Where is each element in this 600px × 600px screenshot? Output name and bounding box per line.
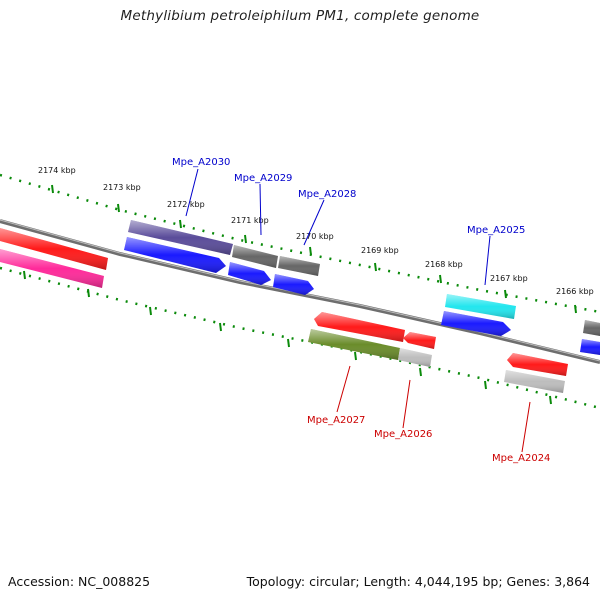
reverse-gene-label-2: Mpe_A2024 xyxy=(492,453,550,464)
gene-mpe-a2026-gray[interactable] xyxy=(398,348,432,367)
gene-mpe-a2028[interactable] xyxy=(278,256,320,276)
tick-label-2: 2172 kbp xyxy=(167,200,205,209)
reverse-leader-2 xyxy=(521,401,531,453)
map-title: Methylibium petroleiphilum PM1, complete… xyxy=(120,8,480,24)
tick-label-0: 2174 kbp xyxy=(38,166,76,175)
gene-gray-right-shade xyxy=(583,320,600,336)
outer-tick-1 xyxy=(117,203,120,213)
forward-gene-label-0: Mpe_A2030 xyxy=(172,157,230,168)
forward-leader-1 xyxy=(259,183,262,236)
gene-mpe-a2030[interactable] xyxy=(128,220,233,255)
gene-mpe-a2027[interactable] xyxy=(314,312,405,342)
outer-tick-5 xyxy=(374,262,377,272)
outer-tick-0 xyxy=(51,184,54,194)
gene-green[interactable] xyxy=(308,329,400,360)
gene-blue-b[interactable] xyxy=(228,262,271,285)
gene-red-left-a-shade xyxy=(0,228,108,270)
reverse-gene-label-0: Mpe_A2027 xyxy=(307,415,365,426)
gene-blue-d-shade xyxy=(441,311,511,336)
outer-tick-4 xyxy=(309,246,312,256)
tick-marks xyxy=(23,184,577,405)
inner-tick-4 xyxy=(287,338,290,348)
gene-mpe-a2029-shade xyxy=(232,245,278,268)
gene-mpe-a2027-shade xyxy=(314,312,405,342)
reverse-leader-0 xyxy=(336,365,351,413)
inner-tick-7 xyxy=(484,380,487,390)
gene-gray-right[interactable] xyxy=(583,320,600,336)
outer-tick-8 xyxy=(574,304,577,314)
gene-labels: Mpe_A2030 Mpe_A2029 Mpe_A2028 Mpe_A2025 Mpe_… xyxy=(172,157,550,464)
gene-mpe-a2029[interactable] xyxy=(232,245,278,268)
tick-label-8: 2166 kbp xyxy=(556,287,594,296)
gene-mpe-a2024-gray-shade xyxy=(504,370,565,393)
inner-tick-2 xyxy=(149,306,152,316)
outer-tick-2 xyxy=(179,219,182,229)
forward-gene-label-1: Mpe_A2029 xyxy=(234,173,292,184)
gene-blue-d[interactable] xyxy=(441,311,511,336)
gene-mpe-a2028-shade xyxy=(278,256,320,276)
outer-tick-3 xyxy=(244,234,247,244)
genes xyxy=(0,220,600,393)
forward-leader-0 xyxy=(185,168,199,217)
outer-tick-6 xyxy=(439,274,442,284)
tick-label-1: 2173 kbp xyxy=(103,183,141,192)
gene-mpe-a2026-gray-shade xyxy=(398,348,432,367)
topology-text: Topology: circular; Length: 4,044,195 bp… xyxy=(246,574,590,589)
tick-label-3: 2171 kbp xyxy=(231,216,269,225)
tick-labels: 2174 kbp 2173 kbp 2172 kbp 2171 kbp 2170 kbp… xyxy=(38,166,594,296)
gene-blue-b-shade xyxy=(228,262,271,285)
gene-mpe-a2026-red-shade xyxy=(403,332,436,349)
forward-leader-3 xyxy=(484,235,491,286)
gene-mpe-a2025-shade xyxy=(445,294,516,319)
gene-pink-left-shade xyxy=(0,249,104,288)
gene-mpe-a2025[interactable] xyxy=(445,294,516,319)
tick-label-7: 2167 kbp xyxy=(490,274,528,283)
inner-tick-1 xyxy=(87,288,90,298)
gene-blue-a[interactable] xyxy=(124,237,226,273)
gene-mpe-a2024-gray[interactable] xyxy=(504,370,565,393)
forward-gene-label-2: Mpe_A2028 xyxy=(298,189,356,200)
gene-blue-right-shade xyxy=(580,339,600,355)
gene-mpe-a2024-red-shade xyxy=(507,353,568,376)
gene-mpe-a2026-red[interactable] xyxy=(403,332,436,349)
gene-pink-left[interactable] xyxy=(0,249,104,288)
reverse-leader-1 xyxy=(402,379,411,429)
gene-green-shade xyxy=(308,329,400,360)
gene-blue-right[interactable] xyxy=(580,339,600,355)
label-lines xyxy=(185,168,531,453)
gene-blue-c-shade xyxy=(273,274,314,295)
inner-tick-5 xyxy=(354,351,357,361)
backbone-line xyxy=(0,219,600,364)
forward-leader-2 xyxy=(303,199,325,246)
inner-tick-0 xyxy=(23,270,26,280)
outer-tick-7 xyxy=(504,289,507,299)
inner-tick-8 xyxy=(549,395,552,405)
gene-red-left-a[interactable] xyxy=(0,228,108,270)
tick-label-5: 2169 kbp xyxy=(361,246,399,255)
tick-label-4: 2170 kbp xyxy=(296,232,334,241)
inner-tick-6 xyxy=(419,367,422,377)
gene-blue-a-shade xyxy=(124,237,226,273)
reverse-gene-label-1: Mpe_A2026 xyxy=(374,429,432,440)
gene-mpe-a2030-shade xyxy=(128,220,233,255)
inner-tick-3 xyxy=(219,322,222,332)
forward-gene-label-3: Mpe_A2025 xyxy=(467,225,525,236)
accession-text: Accession: NC_008825 xyxy=(8,574,151,589)
tick-label-6: 2168 kbp xyxy=(425,260,463,269)
gene-mpe-a2024-red[interactable] xyxy=(507,353,568,376)
gene-blue-c[interactable] xyxy=(273,274,314,295)
